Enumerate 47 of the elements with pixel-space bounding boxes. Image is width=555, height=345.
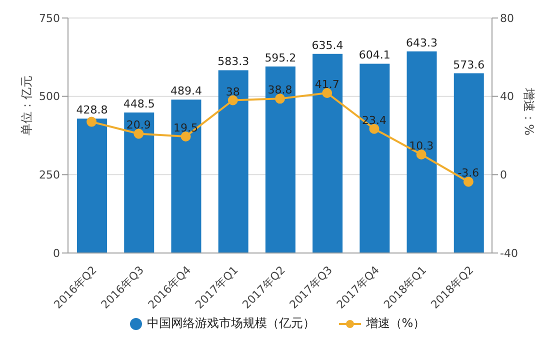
data-label: 38.8 (268, 84, 292, 97)
data-label: 583.3 (218, 55, 250, 68)
point (369, 124, 380, 134)
y2-axis-title: 增速：% (522, 87, 536, 136)
data-label: 635.4 (312, 38, 344, 52)
point (463, 176, 474, 187)
point (275, 94, 285, 104)
y-tick-label: 500 (39, 90, 60, 104)
y-tick-label: 750 (39, 12, 60, 25)
bar (77, 118, 107, 253)
point (134, 128, 144, 139)
bar (360, 64, 390, 253)
bar (265, 66, 296, 253)
y2-tick-label: 0 (500, 168, 507, 182)
point (228, 95, 238, 106)
bar (171, 100, 202, 253)
y-tick-label: 0 (53, 246, 60, 260)
legend-label: 增速（%） (364, 315, 426, 332)
y-tick-label: 250 (39, 168, 60, 182)
data-label: 643.3 (406, 36, 438, 50)
data-label: 23.4 (362, 114, 386, 127)
data-label: 20.9 (126, 118, 151, 132)
data-label: 10.3 (409, 139, 434, 152)
data-label: 448.5 (123, 97, 155, 110)
data-label: 573.6 (453, 58, 485, 72)
y2-tick-label: 80 (500, 12, 514, 25)
y2-tick-label: 40 (500, 90, 514, 104)
bar (124, 112, 154, 253)
point (86, 116, 97, 127)
point (322, 88, 332, 98)
bar (218, 70, 248, 253)
data-label: 19.5 (174, 121, 198, 134)
bar (406, 51, 437, 253)
point (180, 131, 191, 142)
y2-tick-label: -40 (500, 246, 518, 260)
point (416, 149, 426, 160)
data-label: -3.6 (458, 166, 480, 180)
data-label: 489.4 (170, 84, 202, 98)
bar (312, 54, 343, 253)
data-label: 38 (226, 85, 240, 98)
y-axis-title: 单位：亿元 (19, 76, 34, 136)
legend-label: 中国网络游戏市场规模（亿元） (146, 315, 315, 332)
data-label: 428.8 (76, 104, 108, 117)
data-label: 604.1 (358, 48, 390, 62)
data-label: 595.2 (264, 52, 296, 65)
bar (454, 73, 484, 253)
data-label: 41.7 (314, 78, 340, 92)
